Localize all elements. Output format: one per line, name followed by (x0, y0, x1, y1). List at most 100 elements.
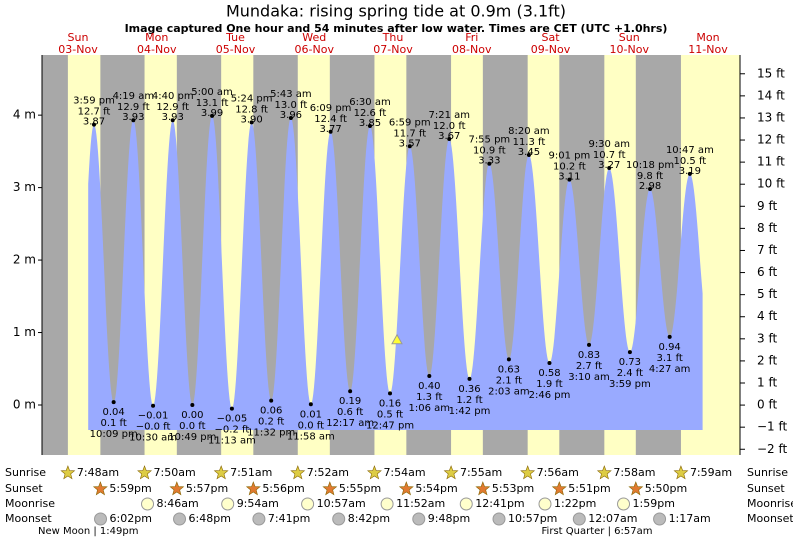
y2-tick-label: −1 ft (757, 420, 788, 434)
extreme-time: 10:09 pm (90, 429, 138, 440)
extreme-point (249, 120, 254, 125)
sunrise-time: 7:50am (154, 466, 196, 479)
moonrise-icon (459, 497, 473, 511)
extreme-ft: −0.0 ft (136, 422, 171, 433)
extreme-point (427, 374, 432, 379)
moonset-time: 7:41pm (268, 512, 310, 525)
moonrise-icon (301, 497, 315, 511)
extreme-m: 3.99 (201, 108, 223, 119)
sunrise-time: 7:58am (613, 466, 655, 479)
sunset-icon (628, 481, 644, 496)
extreme-ft: 2.4 ft (617, 368, 643, 379)
day-date: 04-Nov (137, 43, 177, 56)
extreme-m: 0.73 (619, 357, 641, 368)
extreme-m: 3.19 (679, 166, 701, 177)
extreme-point (447, 137, 452, 142)
extreme-time: 12:17 am (326, 418, 374, 429)
extreme-ft: 13.0 ft (275, 100, 308, 111)
extreme-point (229, 406, 234, 411)
extreme-ft: 1.3 ft (416, 392, 442, 403)
extreme-point (111, 400, 116, 405)
extreme-point (367, 124, 372, 129)
row-label: Moonrise (5, 497, 55, 510)
chart-subtitle: Image captured One hour and 54 minutes a… (125, 22, 668, 35)
y2-tick-label: 14 ft (757, 88, 785, 102)
extreme-time: 5:43 am (270, 89, 312, 100)
moonrise-time: 12:41pm (475, 497, 524, 510)
extreme-m: 0.58 (538, 368, 560, 379)
extreme-m: 3.27 (598, 160, 620, 171)
extreme-point (687, 171, 692, 176)
moon-phase: New Moon | 1:49pm (38, 526, 138, 537)
sunset-time: 5:51pm (568, 482, 610, 495)
extreme-m: −0.05 (217, 414, 248, 425)
extreme-point (151, 403, 156, 408)
extreme-point (547, 360, 552, 365)
sunset-time: 5:50pm (645, 482, 687, 495)
sunset-time: 5:57pm (186, 482, 228, 495)
extreme-m: 3.87 (83, 117, 105, 128)
extreme-m: 3.33 (478, 156, 500, 167)
extreme-m: 0.63 (498, 364, 520, 375)
y2-tick-label: 10 ft (757, 177, 785, 191)
y2-tick-label: 2 ft (757, 353, 777, 367)
y2-tick-label: −2 ft (757, 442, 788, 456)
y-tick-label: 4 m (13, 108, 36, 122)
tide-area (88, 116, 703, 430)
day-name: Tue (225, 31, 245, 44)
extreme-ft: 9.8 ft (637, 171, 663, 182)
extreme-time: 2:03 am (488, 386, 530, 397)
sunset-icon (475, 481, 491, 496)
extreme-time: 8:20 am (508, 126, 550, 137)
sunset-time: 5:53pm (492, 482, 534, 495)
sunrise-icon (673, 465, 689, 480)
extreme-m: 0.83 (578, 350, 600, 361)
day-name: Mon (145, 31, 168, 44)
extreme-time: 4:27 am (649, 364, 691, 375)
extreme-point (328, 129, 333, 134)
extreme-m: 3.57 (399, 138, 421, 149)
y-tick-label: 0 m (13, 398, 36, 412)
extreme-time: 1:42 pm (449, 406, 491, 417)
moonset-icon (492, 512, 506, 526)
y2-tick-label: 4 ft (757, 309, 777, 323)
extreme-m: 0.36 (458, 384, 480, 395)
moonset-icon (252, 512, 266, 526)
extreme-ft: 0.2 ft (258, 417, 284, 428)
y2-tick-label: 12 ft (757, 133, 785, 147)
extreme-point (506, 357, 511, 362)
moonrise-time: 11:52am (396, 497, 445, 510)
extreme-point (308, 402, 313, 407)
sunset-icon (169, 481, 185, 496)
extreme-ft: 10.9 ft (473, 146, 506, 157)
day-name: Mon (696, 31, 719, 44)
extreme-ft: 2.7 ft (576, 361, 602, 372)
extreme-time: 11:13 am (208, 436, 256, 447)
extreme-m: 0.19 (339, 396, 361, 407)
extreme-time: 10:18 pm (626, 160, 674, 171)
sunrise-time: 7:56am (537, 466, 579, 479)
sunrise-icon (213, 465, 229, 480)
extreme-m: 3.93 (122, 112, 144, 123)
sunrise-icon (443, 465, 459, 480)
moonrise-icon (617, 497, 631, 511)
extreme-ft: 11.3 ft (513, 137, 546, 148)
extreme-m: 3.85 (359, 118, 381, 129)
moonset-icon (653, 512, 667, 526)
extreme-time: 6:09 pm (310, 103, 352, 114)
extreme-ft: 0.0 ft (298, 420, 324, 431)
moonset-time: 8:42pm (348, 512, 390, 525)
extreme-time: 5:00 am (191, 87, 233, 98)
day-date: 09-Nov (531, 43, 571, 56)
moonset-time: 6:48pm (189, 512, 231, 525)
extreme-ft: 12.7 ft (78, 107, 111, 118)
extreme-ft: 10.2 ft (553, 162, 586, 173)
extreme-ft: −0.2 ft (215, 425, 250, 436)
extreme-time: 12:47 pm (366, 420, 414, 431)
extreme-m: 0.01 (300, 409, 322, 420)
moonset-icon (173, 512, 187, 526)
moonrise-time: 1:22pm (554, 497, 596, 510)
extreme-point (627, 350, 632, 355)
day-date: 05-Nov (216, 43, 256, 56)
